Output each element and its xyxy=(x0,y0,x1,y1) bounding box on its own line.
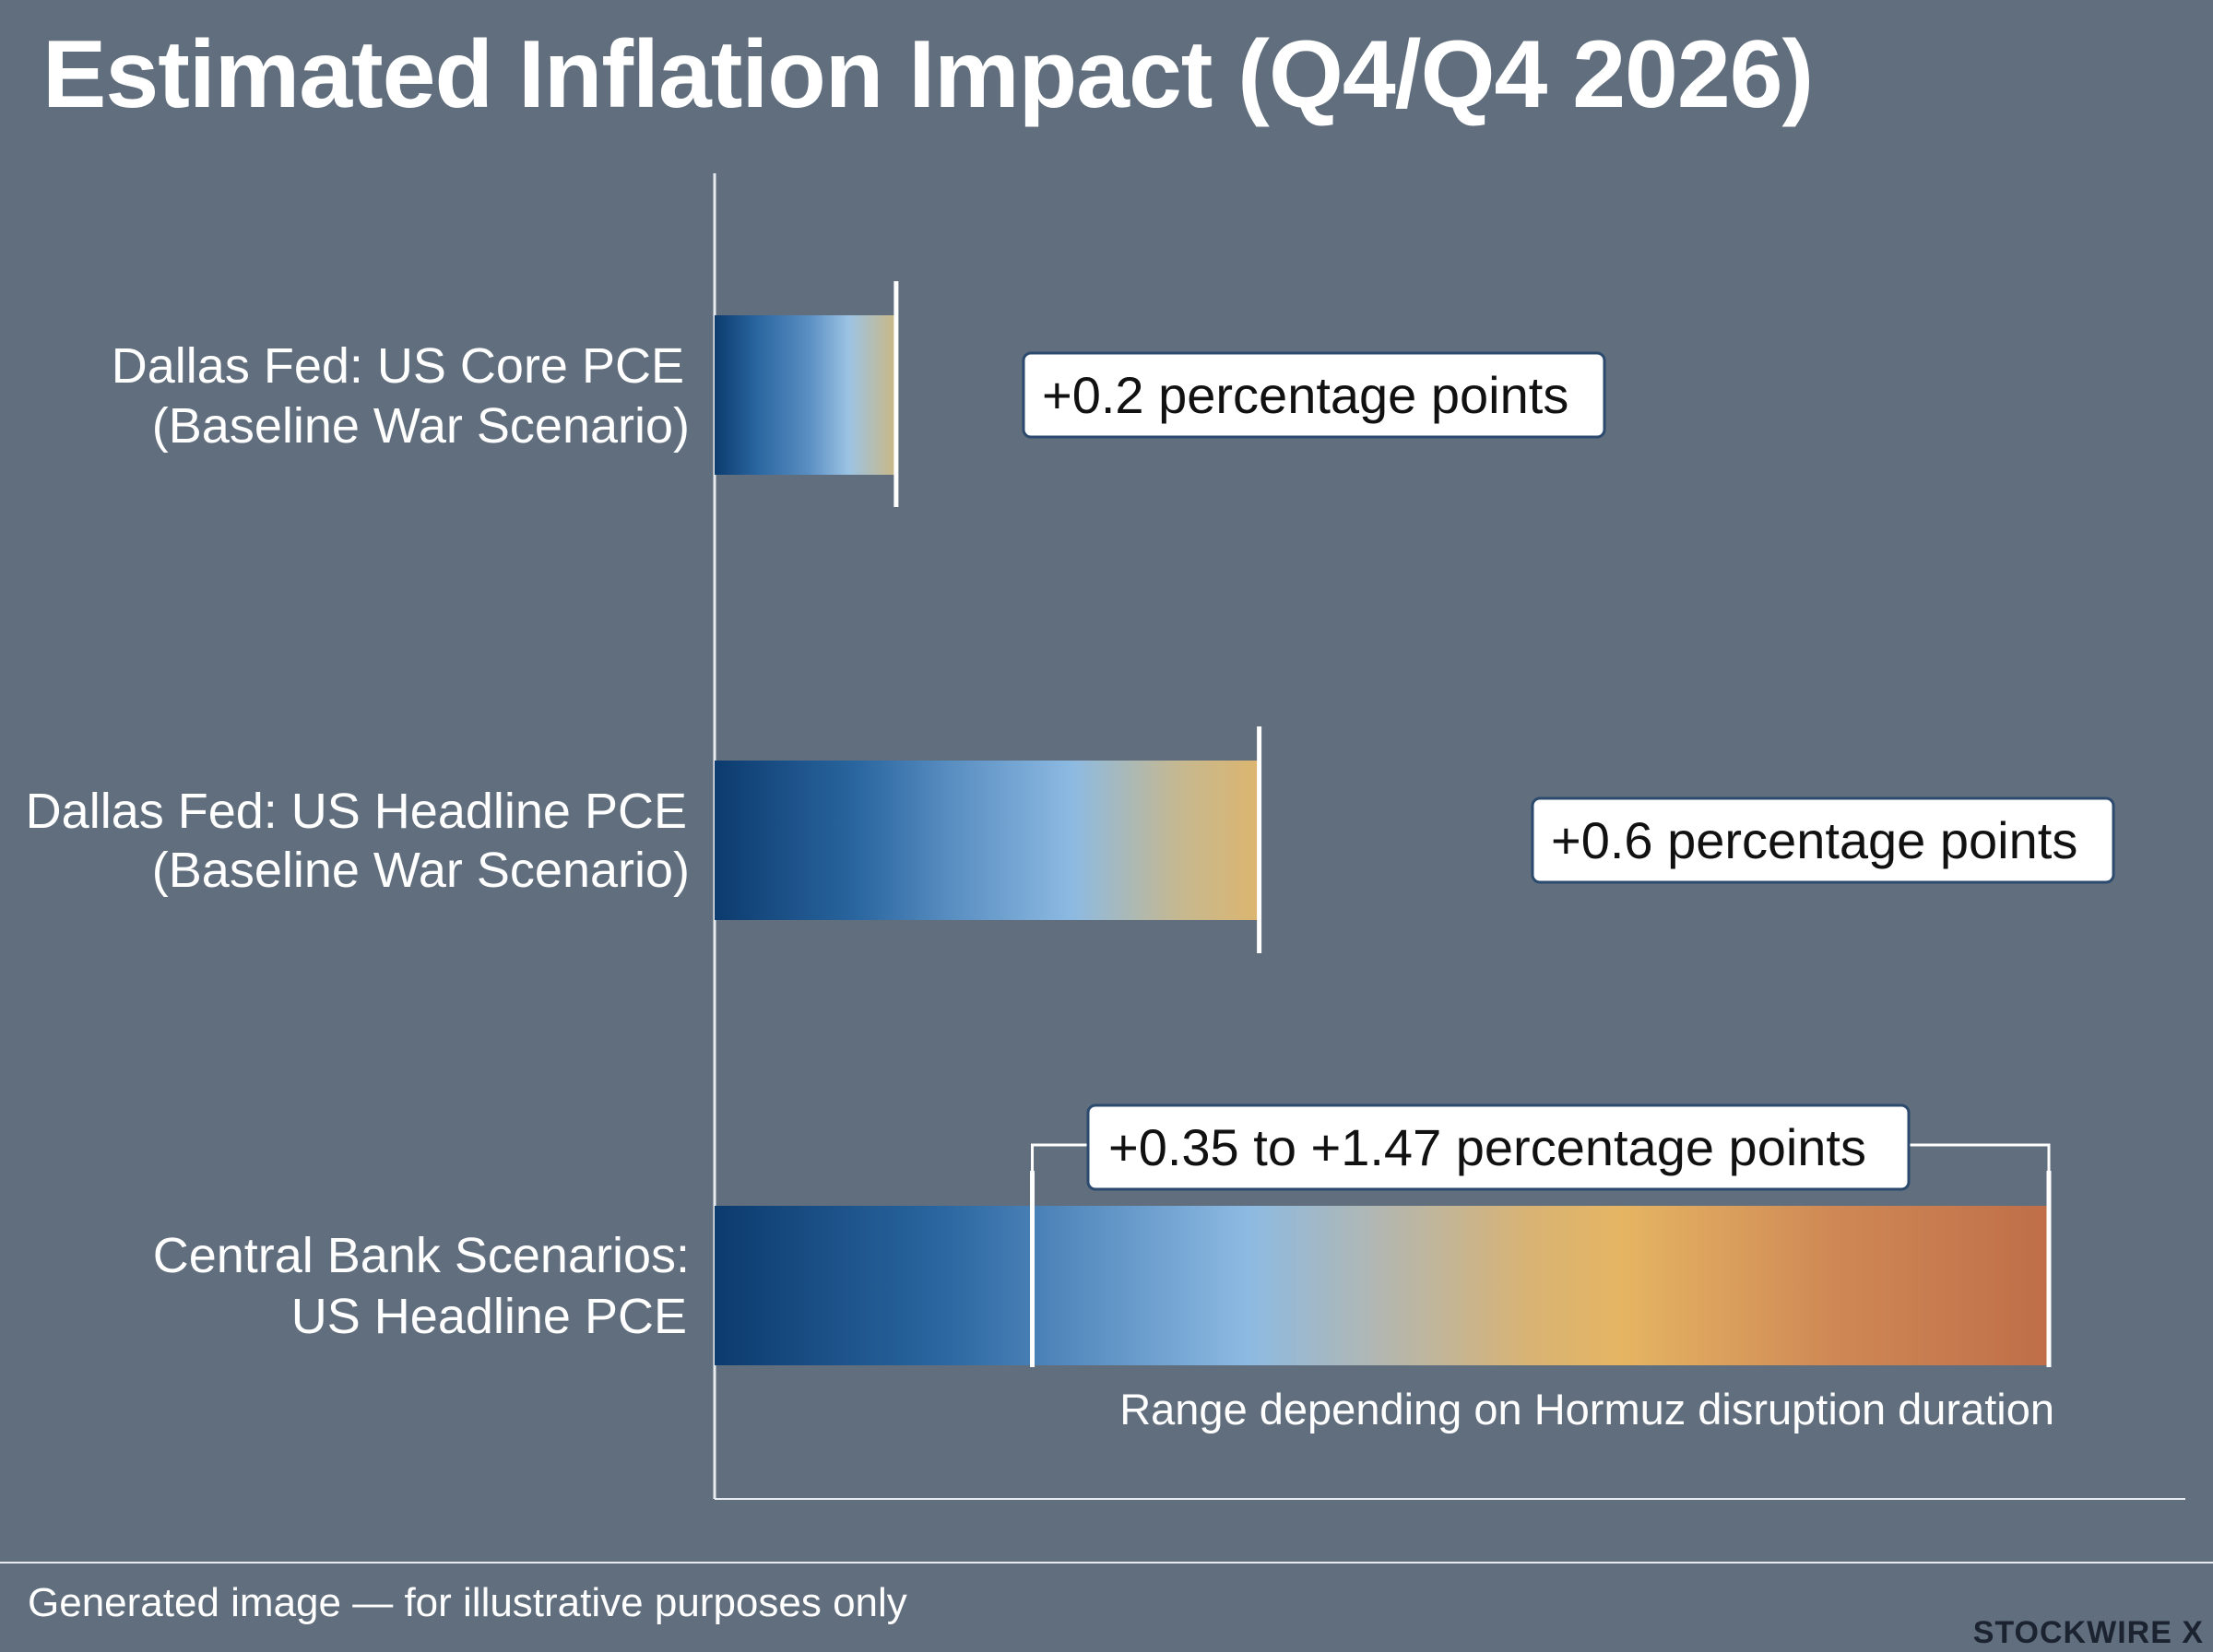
data-label-box-range xyxy=(1086,1103,1911,1191)
brand-logo: STOCKWIRE X xyxy=(1972,1615,2204,1650)
data-label-box-core xyxy=(1022,351,1606,439)
page-title: Estimated Inflation Impact (Q4/Q4 2026) xyxy=(42,21,1814,128)
bar-core-pce xyxy=(715,315,896,475)
category-label-core-pce: Dallas Fed: US Core PCE xyxy=(112,338,684,394)
data-label-box-headline xyxy=(1531,796,2115,884)
bar-central-bank-range xyxy=(715,1206,2049,1365)
category-label-headline-pce: Dallas Fed: US Headline PCE xyxy=(26,784,687,839)
bar-headline-pce xyxy=(715,761,1260,920)
data-label-core: +0.2 percentage points xyxy=(1042,366,1568,424)
inflation-impact-chart: Dallas Fed: US Core PCE (Baseline War Sc… xyxy=(26,173,2185,1500)
data-label-range: +0.35 to +1.47 percentage points xyxy=(1108,1118,1866,1176)
category-label-headline-pce-scenario: (Baseline War Scenario) xyxy=(152,843,690,898)
category-label-central-bank-pce: US Headline PCE xyxy=(291,1289,687,1344)
footer-divider xyxy=(0,1562,2213,1564)
category-label-core-pce-scenario: (Baseline War Scenario) xyxy=(152,398,690,454)
footer-disclaimer: Generated image — for illustrative purpo… xyxy=(28,1580,907,1625)
range-annotation: Range depending on Hormuz disruption dur… xyxy=(1119,1385,2054,1434)
data-label-headline: +0.6 percentage points xyxy=(1551,811,2077,869)
category-label-central-bank: Central Bank Scenarios: xyxy=(153,1228,690,1283)
